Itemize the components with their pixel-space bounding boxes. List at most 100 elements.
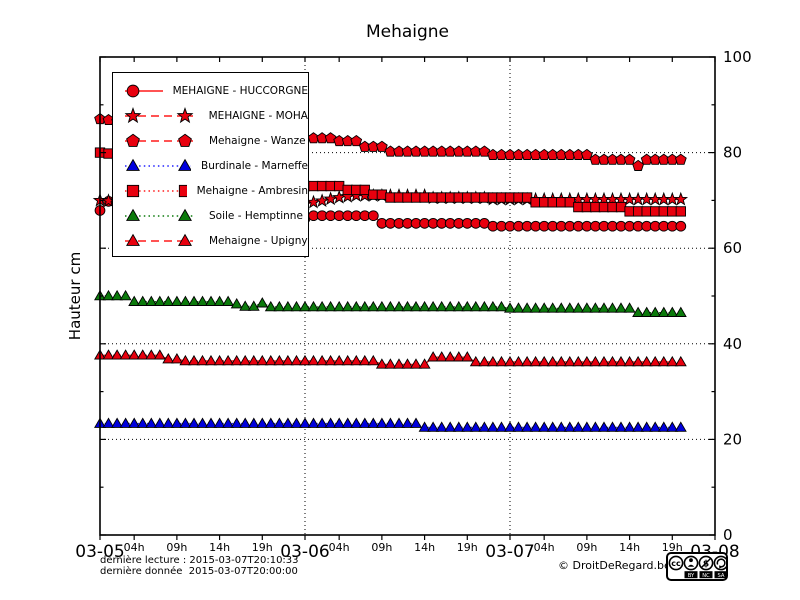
triangle-marker <box>188 417 200 428</box>
triangle-marker <box>632 421 645 432</box>
triangle-marker <box>307 300 320 312</box>
triangle-marker <box>478 421 491 432</box>
triangle-marker <box>145 349 158 360</box>
square-marker <box>496 192 507 203</box>
triangle-marker <box>119 417 132 428</box>
triangle-marker <box>128 295 141 306</box>
last-data-text: dernière donnée 2015-03-07T20:00:00 <box>100 566 298 577</box>
triangle-marker <box>188 295 200 306</box>
x-day-tick-label: 03-05 <box>75 542 124 562</box>
triangle-marker <box>512 302 525 313</box>
triangle-marker <box>521 421 534 432</box>
triangle-marker <box>162 353 175 364</box>
triangle-marker <box>674 421 687 432</box>
triangle-marker <box>119 289 132 301</box>
x-hour-tick-label: 19h <box>457 541 478 554</box>
square-marker <box>342 184 353 196</box>
triangle-marker <box>119 349 132 360</box>
pentagon-marker <box>478 145 491 157</box>
triangle-marker <box>178 208 192 221</box>
series-burdinale-marneffe <box>94 417 687 432</box>
square-marker <box>368 189 379 200</box>
triangle-marker <box>444 421 457 432</box>
y-tick-label: 60 <box>723 239 742 257</box>
triangle-marker <box>486 355 499 367</box>
legend-label: MEHAIGNE - HUCCORGNE <box>172 84 308 97</box>
triangle-marker <box>256 354 269 366</box>
triangle-marker <box>427 300 440 312</box>
triangle-marker <box>128 349 141 360</box>
triangle-marker <box>102 417 115 428</box>
triangle-marker <box>563 302 576 313</box>
triangle-marker <box>589 421 602 432</box>
square-marker <box>436 192 447 203</box>
triangle-marker <box>563 355 576 367</box>
triangle-marker <box>580 302 593 313</box>
triangle-marker <box>358 417 371 428</box>
square-marker <box>547 197 558 208</box>
triangle-marker <box>196 417 209 428</box>
triangle-marker <box>401 300 414 312</box>
square-marker <box>410 192 422 203</box>
triangle-marker <box>350 417 363 428</box>
square-marker <box>393 192 405 203</box>
triangle-marker <box>333 354 346 366</box>
y-tick-label: 0 <box>723 526 733 544</box>
triangle-marker <box>546 302 559 313</box>
triangle-marker <box>444 351 457 362</box>
star-marker <box>176 106 194 123</box>
triangle-marker <box>572 355 585 367</box>
triangle-marker <box>657 306 670 317</box>
triangle-marker <box>375 417 388 428</box>
x-hour-tick-label: 09h <box>166 541 187 554</box>
square-marker <box>598 201 610 213</box>
triangle-marker <box>504 355 516 367</box>
triangle-marker <box>478 300 491 312</box>
triangle-marker <box>162 417 175 428</box>
triangle-marker <box>367 300 380 312</box>
triangle-marker <box>410 417 422 428</box>
triangle-marker <box>222 417 235 428</box>
square-marker <box>445 192 456 203</box>
pentagon-marker <box>632 159 645 171</box>
triangle-marker <box>316 354 329 366</box>
nc-dollar-icon: $ <box>698 555 714 571</box>
triangle-marker <box>273 417 286 428</box>
triangle-marker <box>546 421 559 432</box>
triangle-marker <box>247 354 260 366</box>
triangle-marker <box>307 354 320 366</box>
y-tick-label: 80 <box>723 144 742 162</box>
x-hour-tick-label: 19h <box>252 541 273 554</box>
triangle-marker <box>111 417 124 428</box>
square-marker <box>453 192 464 203</box>
square-marker <box>556 197 567 208</box>
square-marker <box>376 189 388 200</box>
triangle-marker <box>316 417 329 428</box>
triangle-marker <box>615 302 627 313</box>
triangle-marker <box>444 300 457 312</box>
square-marker <box>325 180 336 192</box>
triangle-marker <box>299 300 311 312</box>
triangle-marker <box>461 300 474 312</box>
pentagon-marker <box>126 133 140 147</box>
triangle-marker <box>247 417 260 428</box>
triangle-marker <box>281 417 294 428</box>
square-marker <box>351 184 362 196</box>
legend-label: MEHAIGNE - MOHA <box>208 109 308 122</box>
y-tick-label: 40 <box>723 335 742 353</box>
triangle-marker <box>512 355 525 367</box>
x-day-tick-label: 03-07 <box>485 542 534 562</box>
pentagon-marker <box>674 153 687 165</box>
triangle-marker <box>546 355 559 367</box>
triangle-marker <box>427 421 440 432</box>
triangle-marker <box>290 300 303 312</box>
triangle-marker <box>555 355 568 367</box>
triangle-marker <box>469 300 482 312</box>
legend-item-3: Mehaigne - Wanze <box>113 128 308 153</box>
triangle-marker <box>126 233 140 246</box>
circle-marker <box>367 210 379 222</box>
triangle-marker <box>393 417 405 428</box>
triangle-marker <box>196 354 209 366</box>
triangle-marker <box>256 417 269 428</box>
